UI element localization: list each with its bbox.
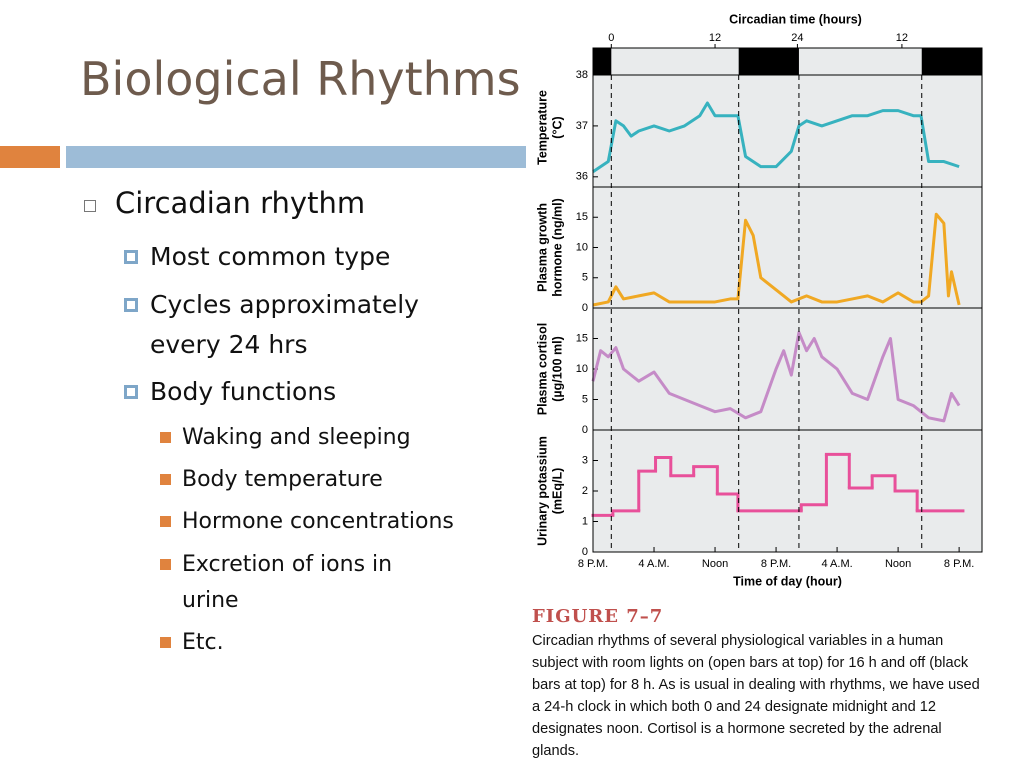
dark-period xyxy=(738,48,799,75)
y-axis-label: hormone (ng/ml) xyxy=(550,198,564,297)
y-tick-label: 10 xyxy=(576,241,588,253)
bullet: Excretion of ions in urine xyxy=(182,552,393,613)
bullet-marker xyxy=(84,200,96,212)
y-tick-label: 38 xyxy=(576,69,588,81)
top-axis-title: Circadian time (hours) xyxy=(729,12,862,26)
y-axis-label: Urinary potassium xyxy=(535,436,549,546)
bullet-marker xyxy=(160,432,171,443)
top-tick-label: 24 xyxy=(791,32,803,44)
y-tick-label: 15 xyxy=(576,332,588,344)
y-tick-label: 36 xyxy=(576,171,588,183)
y-axis-label: Plasma growth xyxy=(535,203,549,292)
y-axis-label: (µg/100 ml) xyxy=(550,336,564,402)
y-tick-label: 1 xyxy=(582,515,588,527)
accent-bar xyxy=(0,146,60,168)
bullet-marker xyxy=(160,474,171,485)
x-tick-label: 8 P.M. xyxy=(578,558,608,570)
bullet: Circadian rhythm xyxy=(115,186,366,220)
x-tick-label: 8 P.M. xyxy=(944,558,974,570)
plot-area xyxy=(593,187,982,308)
data-line xyxy=(592,101,960,173)
bullet: Etc. xyxy=(182,630,224,655)
y-tick-label: 0 xyxy=(582,302,588,314)
y-tick-label: 2 xyxy=(582,485,588,497)
data-line xyxy=(592,212,961,307)
data-line xyxy=(591,330,961,423)
figure-label: FIGURE 7–7 xyxy=(532,606,664,627)
plot-area xyxy=(593,308,982,430)
y-tick-label: 3 xyxy=(582,454,588,466)
x-tick-label: 4 A.M. xyxy=(821,558,852,570)
y-axis-label: Temperature xyxy=(535,90,549,165)
x-axis-label: Time of day (hour) xyxy=(733,574,842,588)
y-axis-label: (°C) xyxy=(550,116,564,138)
bullet-marker xyxy=(160,516,171,527)
x-tick-label: 4 A.M. xyxy=(638,558,669,570)
y-tick-label: 0 xyxy=(582,546,588,558)
y-tick-label: 5 xyxy=(582,272,588,284)
y-tick-label: 0 xyxy=(582,424,588,436)
x-tick-label: 8 P.M. xyxy=(761,558,791,570)
bullet: Hormone concentrations xyxy=(182,509,454,534)
bullet: Waking and sleeping xyxy=(182,425,411,450)
dark-period xyxy=(593,48,612,75)
figure-chart: Temperature (°C) 36 37 38 Circadian time (hou… xyxy=(535,12,983,588)
slide-title: Biological Rhythms xyxy=(80,52,521,106)
bullet: Most common type xyxy=(150,242,391,271)
y-axis-label: (mEq/L) xyxy=(550,468,564,515)
plot-area xyxy=(593,430,982,552)
bullet-marker xyxy=(160,637,171,648)
y-tick-label: 5 xyxy=(582,393,588,405)
bullet-marker xyxy=(124,385,138,399)
plot-frame xyxy=(592,429,983,553)
accent-bar xyxy=(66,146,526,168)
top-tick-label: 0 xyxy=(608,32,614,44)
bullet: Body temperature xyxy=(182,467,383,492)
bullet-marker xyxy=(160,559,171,570)
bullet-marker xyxy=(124,298,138,312)
figure-caption: Circadian rhythms of several physiologic… xyxy=(532,633,980,759)
bullet-marker xyxy=(124,250,138,264)
y-tick-label: 15 xyxy=(576,211,588,223)
dark-period xyxy=(921,48,982,75)
y-tick-label: 37 xyxy=(576,120,588,132)
x-tick-label: Noon xyxy=(885,558,911,570)
top-tick-label: 12 xyxy=(896,32,908,44)
x-tick-label: Noon xyxy=(702,558,728,570)
plot-area xyxy=(593,75,982,187)
y-tick-label: 10 xyxy=(576,363,588,375)
top-tick-label: 12 xyxy=(709,32,721,44)
bullet: Cycles approximately every 24 hrs xyxy=(150,290,419,359)
bullet: Body functions xyxy=(150,377,337,406)
y-axis-label: Plasma cortisol xyxy=(535,323,549,415)
